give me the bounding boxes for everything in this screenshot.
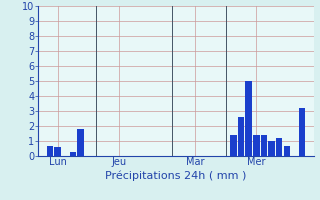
Bar bbox=[69, 152, 76, 156]
Bar bbox=[47, 146, 53, 156]
Bar bbox=[268, 141, 275, 156]
Bar bbox=[284, 146, 290, 156]
Bar bbox=[299, 108, 305, 156]
Bar bbox=[54, 147, 61, 156]
Bar bbox=[230, 135, 236, 156]
Bar bbox=[253, 135, 260, 156]
Bar bbox=[245, 81, 252, 156]
Bar bbox=[261, 135, 267, 156]
Bar bbox=[238, 117, 244, 156]
X-axis label: Précipitations 24h ( mm ): Précipitations 24h ( mm ) bbox=[105, 170, 247, 181]
Bar bbox=[276, 138, 283, 156]
Bar bbox=[77, 129, 84, 156]
